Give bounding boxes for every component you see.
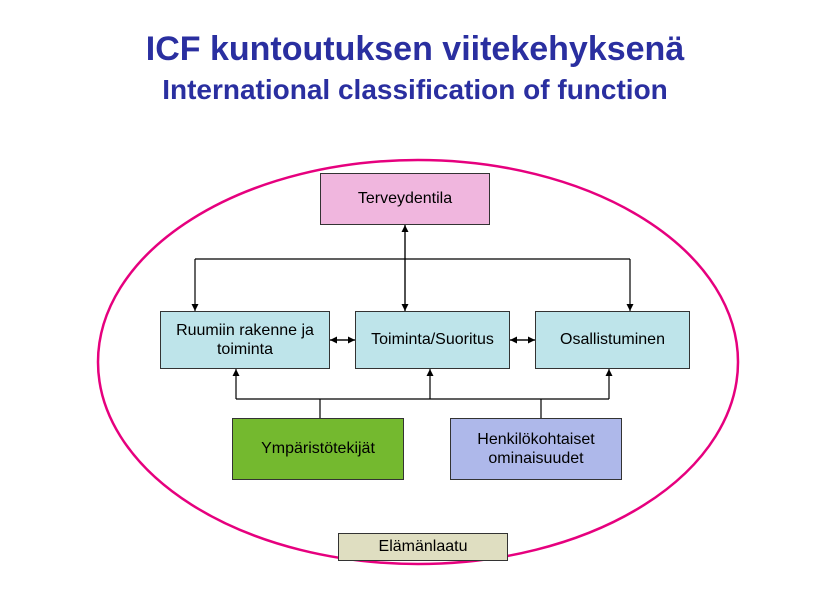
box-body: Ruumiin rakenne ja toiminta <box>160 311 330 369</box>
box-environment: Ympäristötekijät <box>232 418 404 480</box>
title-line-2: International classification of function <box>0 74 830 106</box>
diagram-stage: ICF kuntoutuksen viitekehyksenä Internat… <box>0 0 830 599</box>
box-activity: Toiminta/Suoritus <box>355 311 510 369</box>
box-body-label: Ruumiin rakenne ja toiminta <box>167 321 323 359</box>
box-health-label: Terveydentila <box>358 189 452 208</box>
box-personal: Henkilökohtaiset ominaisuudet <box>450 418 622 480</box>
box-quality-of-life-label: Elämänlaatu <box>379 537 468 556</box>
box-participation: Osallistuminen <box>535 311 690 369</box>
box-environment-label: Ympäristötekijät <box>261 439 375 458</box>
box-quality-of-life: Elämänlaatu <box>338 533 508 561</box>
box-participation-label: Osallistuminen <box>560 330 665 349</box>
box-health: Terveydentila <box>320 173 490 225</box>
title-line-1: ICF kuntoutuksen viitekehyksenä <box>0 30 830 69</box>
box-personal-label: Henkilökohtaiset ominaisuudet <box>457 430 615 468</box>
box-activity-label: Toiminta/Suoritus <box>371 330 494 349</box>
